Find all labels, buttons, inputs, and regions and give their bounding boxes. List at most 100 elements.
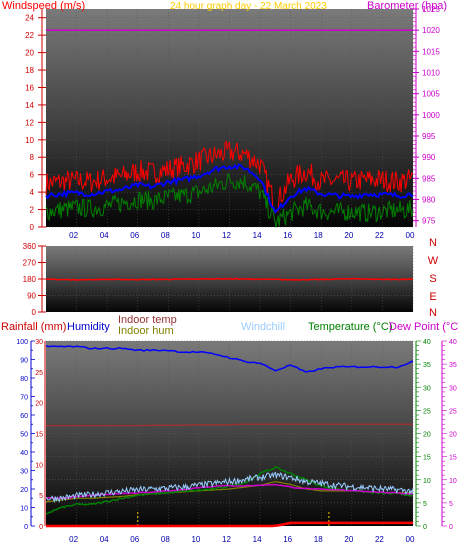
windspeed-tick-label: 6 — [30, 171, 35, 180]
dewpoint-tick-label: 20 — [449, 432, 457, 439]
direction-tick-label: 360 — [23, 242, 37, 251]
windspeed-tick-label: 16 — [25, 83, 34, 92]
barometer-tick-label: 985 — [422, 174, 436, 183]
compass-label: E — [429, 291, 436, 303]
compass-label: S — [429, 273, 436, 285]
wind-gust-line — [45, 140, 414, 213]
x-tick-label: 06 — [130, 231, 139, 240]
humidity-axis: 0 10 20 30 40 50 60 70 80 90 100 — [16, 339, 35, 531]
temperature-tick-label: 10 — [423, 478, 431, 485]
humidity-tick-label: 90 — [20, 358, 28, 365]
x-tick-label: 16 — [283, 231, 292, 240]
barometer-tick-label: 1005 — [422, 90, 440, 99]
barometer-tick-label: 1020 — [422, 26, 440, 35]
temperature-axis-title: Temperature (°C) — [308, 321, 392, 333]
wind-x-axis: 02 04 06 08 10 12 14 16 18 20 22 00 — [69, 231, 415, 240]
rainfall-tick-label: 0 — [39, 524, 43, 531]
temperature-series — [45, 345, 414, 528]
indoor-hum-label: Indoor hum — [118, 325, 174, 337]
dewpoint-tick-label: 25 — [449, 408, 457, 415]
barometer-tick-label: 1025 — [422, 5, 440, 14]
x-tick-label: 08 — [161, 231, 170, 240]
compass-label: W — [428, 255, 439, 267]
direction-tick-label: 0 — [32, 308, 37, 317]
x-tick-label: 04 — [100, 231, 109, 240]
dewpoint-line — [46, 483, 413, 500]
barometer-tick-label: 1010 — [422, 68, 440, 77]
x-tick-label: 12 — [222, 535, 231, 544]
x-tick-label: 02 — [69, 231, 78, 240]
wind-direction-series — [45, 277, 413, 281]
windspeed-tick-label: 8 — [30, 153, 35, 162]
temperature-tick-label: 0 — [423, 524, 427, 531]
humidity-tick-label: 100 — [16, 339, 28, 346]
temperature-grid — [46, 340, 414, 526]
temperature-tick-label: 25 — [423, 408, 431, 415]
x-tick-label: 14 — [253, 535, 262, 544]
windchill-line — [45, 471, 414, 504]
humidity-line — [45, 345, 414, 373]
rainfall-tick-label: 15 — [35, 432, 43, 439]
humidity-tick-label: 0 — [24, 524, 28, 531]
temperature-tick-label: 35 — [423, 362, 431, 369]
direction-tick-label: 270 — [23, 259, 37, 268]
wind-direction-line — [45, 277, 413, 281]
wind-average-line — [45, 163, 414, 214]
temperature-tick-label: 30 — [423, 385, 431, 392]
compass-label: N — [429, 237, 437, 249]
graph-title: 24 hour graph day - 22 March 2023 — [170, 1, 327, 12]
dewpoint-tick-label: 40 — [449, 339, 457, 346]
x-tick-label: 02 — [69, 535, 78, 544]
windspeed-axis-title: Windspeed (m/s) — [2, 0, 85, 12]
x-tick-label: 20 — [344, 535, 353, 544]
temperature-tick-label: 15 — [423, 455, 431, 462]
windspeed-tick-label: 2 — [30, 206, 35, 215]
windspeed-tick-label: 24 — [25, 14, 34, 23]
x-tick-label: 18 — [314, 231, 323, 240]
x-tick-label: 10 — [191, 535, 200, 544]
compass-label: N — [429, 307, 437, 319]
rainfall-tick-label: 20 — [35, 401, 43, 408]
windspeed-tick-label: 12 — [25, 118, 34, 127]
rainfall-tick-label: 5 — [39, 493, 43, 500]
barometer-tick-label: 975 — [422, 217, 436, 226]
rainfall-tick-label: 30 — [35, 339, 43, 346]
windchill-label: Windchill — [241, 321, 285, 333]
barometer-axis: 975 980 985 990 995 1000 1005 1010 1015 1020 1025 — [413, 5, 440, 227]
x-tick-label: 20 — [344, 231, 353, 240]
dewpoint-tick-label: 0 — [449, 524, 453, 531]
humidity-tick-label: 30 — [20, 469, 28, 476]
windspeed-tick-label: 0 — [30, 223, 35, 232]
dewpoint-axis: 0 5 10 15 20 25 30 35 40 — [441, 339, 457, 531]
temperature-tick-label: 20 — [423, 432, 431, 439]
humidity-tick-label: 10 — [20, 506, 28, 513]
x-tick-label: 16 — [283, 535, 292, 544]
windspeed-tick-label: 14 — [25, 101, 34, 110]
temperature-axis: 0 5 10 15 20 25 30 35 40 — [415, 339, 431, 531]
temperature-x-axis: 02 04 06 08 10 12 14 16 18 20 22 00 — [69, 535, 415, 544]
humidity-tick-label: 50 — [20, 432, 28, 439]
x-tick-label: 08 — [161, 535, 170, 544]
x-tick-label: 22 — [375, 231, 384, 240]
dewpoint-tick-label: 10 — [449, 478, 457, 485]
humidity-tick-label: 70 — [20, 395, 28, 402]
humidity-tick-label: 80 — [20, 376, 28, 383]
barometer-axis-title: Barometer (hpa) — [367, 0, 447, 12]
temperature-tick-label: 5 — [423, 501, 427, 508]
direction-tick-label: 180 — [23, 275, 37, 284]
x-tick-label: 18 — [314, 535, 323, 544]
barometer-tick-label: 980 — [422, 195, 436, 204]
barometer-tick-label: 995 — [422, 132, 436, 141]
x-tick-label: 10 — [191, 231, 200, 240]
rainfall-line — [46, 521, 413, 528]
x-tick-label: 00 — [406, 535, 415, 544]
rainfall-axis: 0 5 10 15 20 25 30 — [35, 339, 46, 531]
indoor-temp-label: Indoor temp — [118, 314, 177, 326]
rainfall-tick-label: 10 — [35, 462, 43, 469]
barometer-tick-label: 1015 — [422, 47, 440, 56]
